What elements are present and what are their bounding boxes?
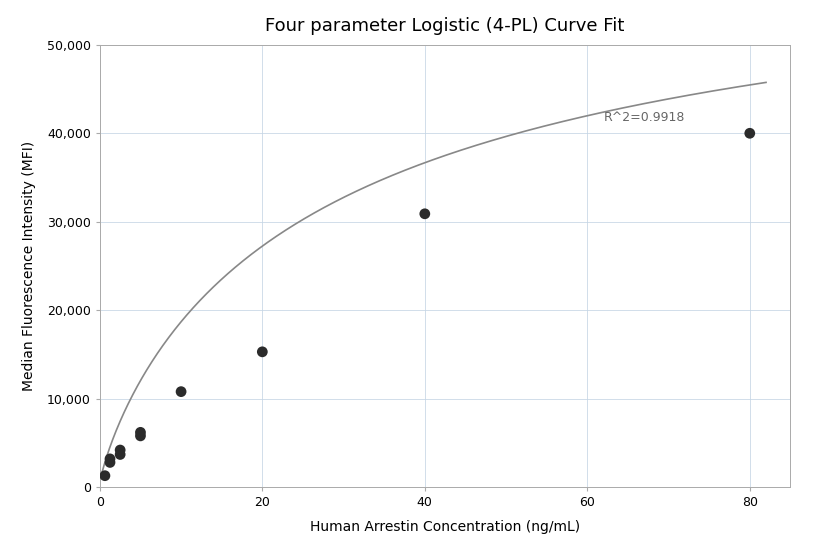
X-axis label: Human Arrestin Concentration (ng/mL): Human Arrestin Concentration (ng/mL): [310, 520, 580, 534]
Point: [103, 454, 116, 463]
Point: [113, 450, 126, 459]
Point: [134, 431, 147, 440]
Point: [134, 428, 147, 437]
Point: [743, 129, 756, 138]
Point: [103, 458, 116, 467]
Y-axis label: Median Fluorescence Intensity (MFI): Median Fluorescence Intensity (MFI): [22, 141, 36, 391]
Text: R^2=0.9918: R^2=0.9918: [603, 111, 685, 124]
Point: [98, 471, 111, 480]
Title: Four parameter Logistic (4-PL) Curve Fit: Four parameter Logistic (4-PL) Curve Fit: [265, 17, 625, 35]
Point: [113, 446, 126, 455]
Point: [175, 387, 188, 396]
Point: [418, 209, 432, 218]
Point: [255, 347, 269, 356]
